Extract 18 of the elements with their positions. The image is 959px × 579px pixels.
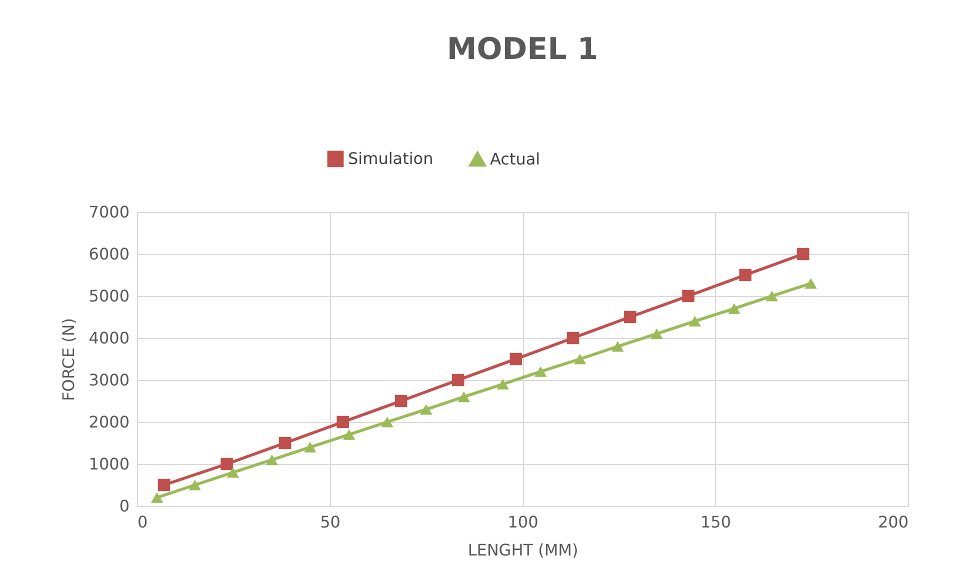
y-tick-label: 3000 — [88, 370, 130, 390]
legend-label: Simulation — [348, 148, 434, 168]
x-tick-label: 0 — [138, 512, 148, 532]
x-axis-title: LENGHT (MM) — [468, 540, 578, 560]
y-tick-label: 0 — [119, 496, 130, 516]
x-tick-label: 150 — [700, 512, 732, 532]
x-tick-label: 100 — [508, 512, 538, 532]
y-tick-label: 2000 — [88, 412, 130, 432]
y-tick-label: 5000 — [88, 286, 130, 306]
chart-title: MODEL 1 — [446, 32, 598, 67]
y-tick-label: 1000 — [88, 454, 130, 474]
y-axis-title: FORCE (N) — [58, 318, 78, 401]
y-tick-label: 4000 — [88, 328, 130, 348]
y-tick-label: 6000 — [88, 244, 130, 264]
x-tick-label: 50 — [320, 512, 340, 532]
x-tick-label: 200 — [878, 512, 908, 532]
legend-label: Actual — [490, 149, 540, 168]
y-tick-label: 7000 — [88, 202, 130, 222]
